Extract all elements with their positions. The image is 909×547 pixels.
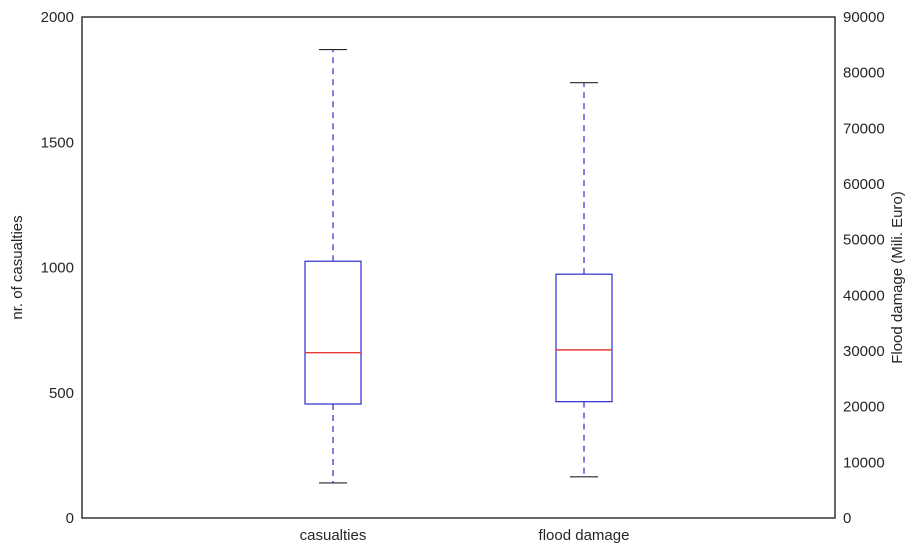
right-tick-label: 10000 [843, 454, 885, 471]
box-2 [555, 82, 613, 478]
right-tick-label: 30000 [843, 343, 885, 360]
left-tick-label: 500 [49, 385, 74, 402]
right-axis-ticks: 0 10000 20000 30000 40000 50000 60000 70000 8000… [843, 9, 885, 527]
left-tick-label: 1500 [41, 134, 74, 151]
plot-frame [81, 16, 836, 519]
boxes-layer [304, 48, 613, 484]
left-tick-label: 1000 [41, 260, 74, 277]
right-axis-title: Flood damage (Mili. Euro) [889, 191, 906, 364]
right-tick-label: 70000 [843, 120, 885, 137]
iqr-box [555, 273, 613, 403]
right-tick-label: 50000 [843, 232, 885, 249]
left-tick-label: 2000 [41, 9, 74, 26]
x-tick-label: casualties [300, 527, 367, 544]
iqr-box [304, 260, 362, 405]
right-tick-label: 20000 [843, 399, 885, 416]
left-axis-ticks: 0 500 1000 1500 2000 [41, 9, 74, 527]
axes-layer [81, 16, 836, 519]
right-tick-label: 60000 [843, 176, 885, 193]
right-tick-label: 0 [843, 510, 851, 527]
left-tick-label: 0 [66, 510, 74, 527]
right-tick-label: 90000 [843, 9, 885, 26]
left-axis-title: nr. of casualties [9, 215, 26, 319]
x-axis-ticks: casualties flood damage [300, 527, 630, 544]
right-tick-label: 80000 [843, 65, 885, 82]
x-tick-label: flood damage [539, 527, 630, 544]
right-tick-label: 40000 [843, 287, 885, 304]
box-1 [304, 48, 362, 484]
